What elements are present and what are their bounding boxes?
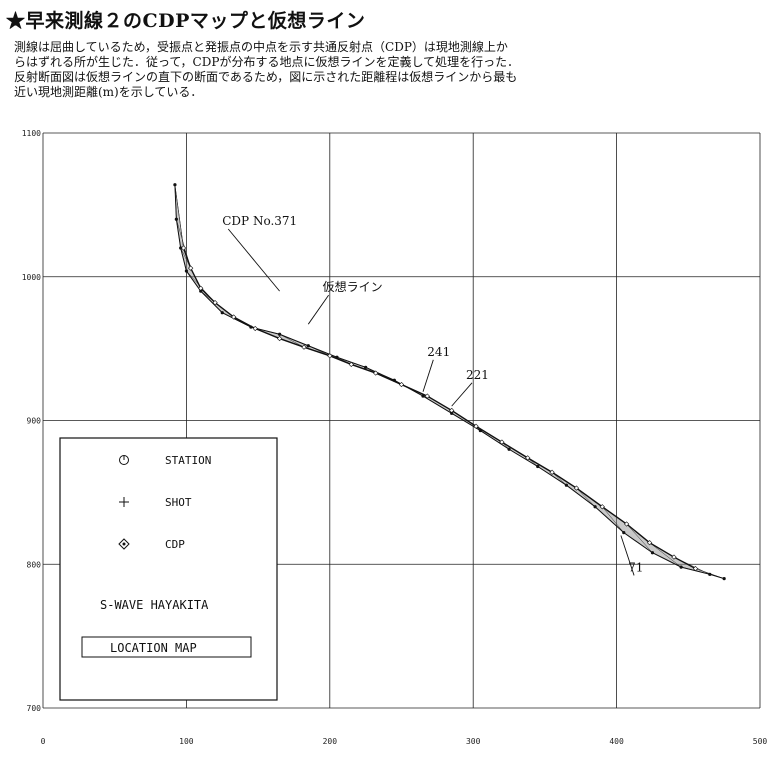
station-point <box>306 344 310 348</box>
cdp-point <box>276 335 283 342</box>
description-line-2: らはずれる所が生じた．従って，CDPが分布する地点に仮想ラインを定義して処理を行… <box>14 55 520 69</box>
ray-line <box>649 542 682 568</box>
shot-icon <box>119 497 129 507</box>
annotation-label: CDP No.371 <box>222 214 297 228</box>
station-point <box>650 551 655 555</box>
cdp-point <box>473 423 479 429</box>
x-tick-label: 500 <box>753 737 768 746</box>
cdp-point <box>549 469 555 475</box>
y-tick-label: 700 <box>27 704 42 713</box>
legend-shot-label: SHOT <box>165 496 192 509</box>
cdp-point <box>198 285 204 291</box>
station-point <box>679 565 683 569</box>
station-point <box>184 269 188 273</box>
annotation-label: 71 <box>628 560 643 574</box>
y-tick-label: 1000 <box>22 273 41 282</box>
station-point <box>199 289 203 293</box>
station-point <box>536 464 540 469</box>
station-point <box>179 246 183 250</box>
cdp-point <box>692 565 699 572</box>
cdp-point <box>449 407 455 414</box>
station-point <box>507 447 511 451</box>
series-marks <box>173 183 726 581</box>
station-point <box>722 577 726 581</box>
cdp-point <box>646 540 653 546</box>
cdp-icon <box>118 538 130 550</box>
station-point <box>220 311 224 315</box>
annotations: CDP No.371 仮想ライン 241 221 71 <box>222 214 643 576</box>
annotation-label: 仮想ライン <box>323 279 383 294</box>
station-point <box>174 217 178 221</box>
location-map-frame <box>81 636 252 658</box>
annotation-arrow <box>227 228 280 292</box>
annotation-label: 241 <box>427 345 450 359</box>
station-point <box>564 483 569 487</box>
x-tick-label: 200 <box>323 737 338 746</box>
station-point <box>708 572 712 576</box>
cdp-point <box>348 361 354 368</box>
y-tick-label: 900 <box>27 417 42 426</box>
annotation-arrow <box>422 359 434 392</box>
cdp-point <box>424 393 430 399</box>
cdp-point <box>599 504 605 510</box>
location-map-label: LOCATION MAP <box>110 641 197 655</box>
station-point <box>622 531 626 535</box>
description-line-4: 近い現地測距離(m)を示している． <box>14 85 203 99</box>
legend-cdp-label: CDP <box>165 538 185 551</box>
description-line-1: 測線は屈曲しているため，受振点と発振点の中点を示す共通反射点（CDP）は現地測線… <box>14 40 508 54</box>
annotation-label: 221 <box>466 368 489 382</box>
page-title: ★早来測線２のCDPマップと仮想ライン <box>6 10 366 32</box>
ray-line <box>174 184 184 249</box>
cdp-point <box>212 300 218 306</box>
cdp-line <box>182 247 696 570</box>
station-icon <box>119 455 129 465</box>
cdp-point <box>624 521 630 527</box>
legend: STATION SHOT CDP S-WAVE HAYAKITA LOCATIO… <box>59 437 278 701</box>
x-tick-label: 300 <box>466 737 481 746</box>
cdp-point <box>301 344 307 350</box>
cdp-point <box>180 245 187 251</box>
survey-name: S-WAVE HAYAKITA <box>100 598 209 612</box>
y-tick-label: 1100 <box>22 129 41 138</box>
x-tick-label: 100 <box>179 737 194 746</box>
ray-line <box>626 523 653 553</box>
ray-line <box>602 506 624 533</box>
station-point <box>364 365 368 369</box>
cdp-point <box>573 485 580 491</box>
station-point <box>173 183 177 187</box>
legend-frame <box>59 437 278 701</box>
axis-ticks: 0 100 200 300 400 500 700 800 900 1000 1100 <box>22 129 768 746</box>
cdp-point <box>671 554 677 560</box>
station-point <box>450 411 454 415</box>
cdp-point <box>252 325 258 332</box>
cdp-point <box>188 265 194 271</box>
cdp-point <box>373 370 379 376</box>
annotation-arrow <box>451 382 473 407</box>
cdp-point <box>525 455 531 461</box>
x-tick-label: 0 <box>41 737 46 746</box>
station-point <box>593 505 597 509</box>
cdp-point <box>398 381 405 388</box>
annotation-arrow <box>307 294 329 325</box>
legend-station-label: STATION <box>165 454 211 467</box>
cdp-point <box>327 353 333 359</box>
annotation-arrow <box>620 535 635 576</box>
cdp-point <box>231 314 237 320</box>
description-line-3: 反射断面図は仮想ラインの直下の断面であるため，図に示された距離程は仮想ラインから… <box>14 70 518 84</box>
description: 測線は屈曲しているため，受振点と発振点の中点を示す共通反射点（CDP）は現地測線… <box>14 40 704 100</box>
ray-line <box>576 487 596 507</box>
x-tick-label: 400 <box>609 737 624 746</box>
cdp-point <box>499 439 505 445</box>
station-point <box>278 332 282 336</box>
y-tick-label: 800 <box>27 560 42 569</box>
